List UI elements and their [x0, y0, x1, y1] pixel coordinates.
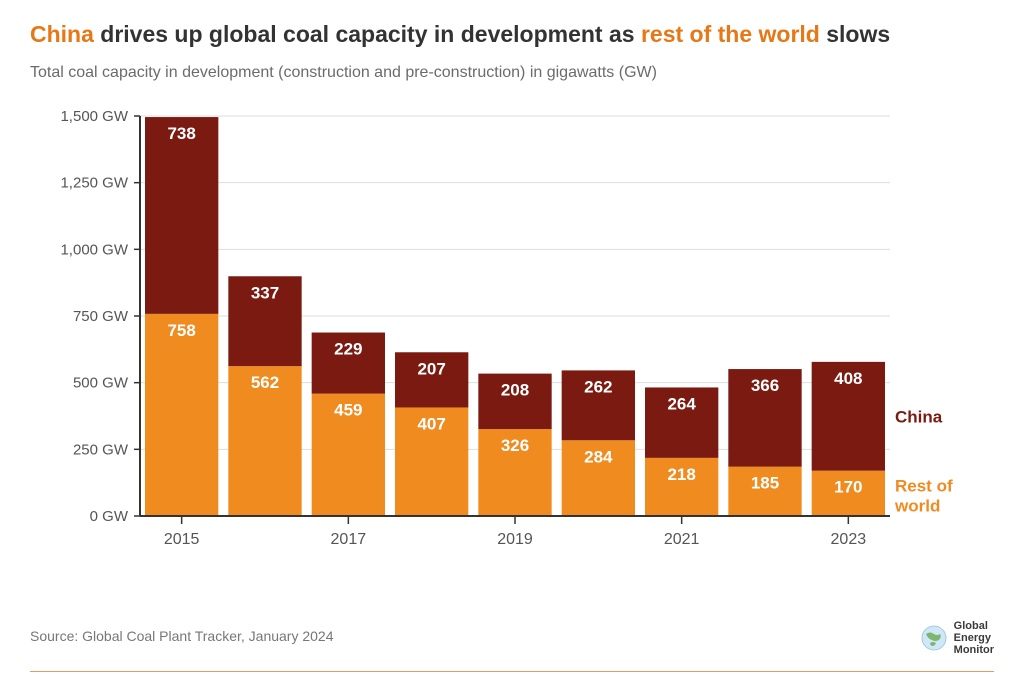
bar-value-china: 366 — [751, 376, 779, 395]
logo-line-1: Global — [954, 620, 994, 632]
bar-value-china: 207 — [417, 359, 445, 378]
bar-value-rest: 326 — [501, 436, 529, 455]
bar-value-rest: 170 — [834, 478, 862, 497]
stacked-bar-chart: 0 GW 250 GW 500 GW 750 GW 1,000 GW 1,250 GW 1,… — [30, 106, 990, 566]
title-suffix: slows — [820, 21, 890, 47]
y-axis-tick-label: 500 GW — [73, 375, 129, 392]
bar-value-rest: 758 — [167, 321, 195, 340]
bar-china — [145, 117, 218, 314]
title-highlight-china: China — [30, 21, 94, 47]
logo-line-3: Monitor — [954, 644, 994, 656]
chart-title: China drives up global coal capacity in … — [30, 20, 994, 50]
bar-value-china: 738 — [167, 124, 195, 143]
y-axis-tick-label: 1,250 GW — [60, 175, 128, 192]
footer-rule — [30, 671, 994, 672]
chart-container: 0 GW 250 GW 500 GW 750 GW 1,000 GW 1,250 GW 1,… — [30, 106, 990, 566]
bar-value-china: 262 — [584, 377, 612, 396]
bar-value-china: 208 — [501, 380, 529, 399]
title-mid: drives up global coal capacity in develo… — [94, 21, 641, 47]
x-axis-tick-label: 2023 — [831, 531, 867, 548]
x-axis-tick-label: 2015 — [164, 531, 200, 548]
y-axis-tick-label: 750 GW — [73, 308, 129, 325]
bar-value-china: 408 — [834, 369, 862, 388]
publisher-name: Global Energy Monitor — [954, 620, 994, 656]
logo-line-2: Energy — [954, 632, 994, 644]
y-axis-tick-label: 0 GW — [90, 508, 129, 525]
bar-value-china: 229 — [334, 339, 362, 358]
bar-value-rest: 459 — [334, 400, 362, 419]
bar-rest-of-world — [145, 314, 218, 516]
bar-value-china: 337 — [251, 283, 279, 302]
x-axis-tick-label: 2021 — [664, 531, 700, 548]
publisher-logo: Global Energy Monitor — [920, 620, 994, 656]
bar-value-rest: 218 — [667, 465, 695, 484]
bar-value-rest: 407 — [417, 414, 445, 433]
y-axis-tick-label: 1,000 GW — [60, 241, 128, 258]
series-label-china: China — [895, 407, 943, 426]
series-label-rest: Rest ofworld — [894, 476, 953, 515]
y-axis-tick-label: 1,500 GW — [60, 108, 128, 125]
title-highlight-rest: rest of the world — [641, 21, 820, 47]
bar-value-china: 264 — [667, 394, 696, 413]
bar-value-rest: 185 — [751, 474, 779, 493]
bar-value-rest: 562 — [251, 373, 279, 392]
y-axis-tick-label: 250 GW — [73, 441, 129, 458]
source-caption: Source: Global Coal Plant Tracker, Janua… — [30, 628, 334, 644]
bar-value-rest: 284 — [584, 447, 613, 466]
globe-icon — [920, 624, 948, 652]
x-axis-tick-label: 2017 — [331, 531, 367, 548]
x-axis-tick-label: 2019 — [497, 531, 533, 548]
chart-subtitle: Total coal capacity in development (cons… — [30, 64, 994, 82]
